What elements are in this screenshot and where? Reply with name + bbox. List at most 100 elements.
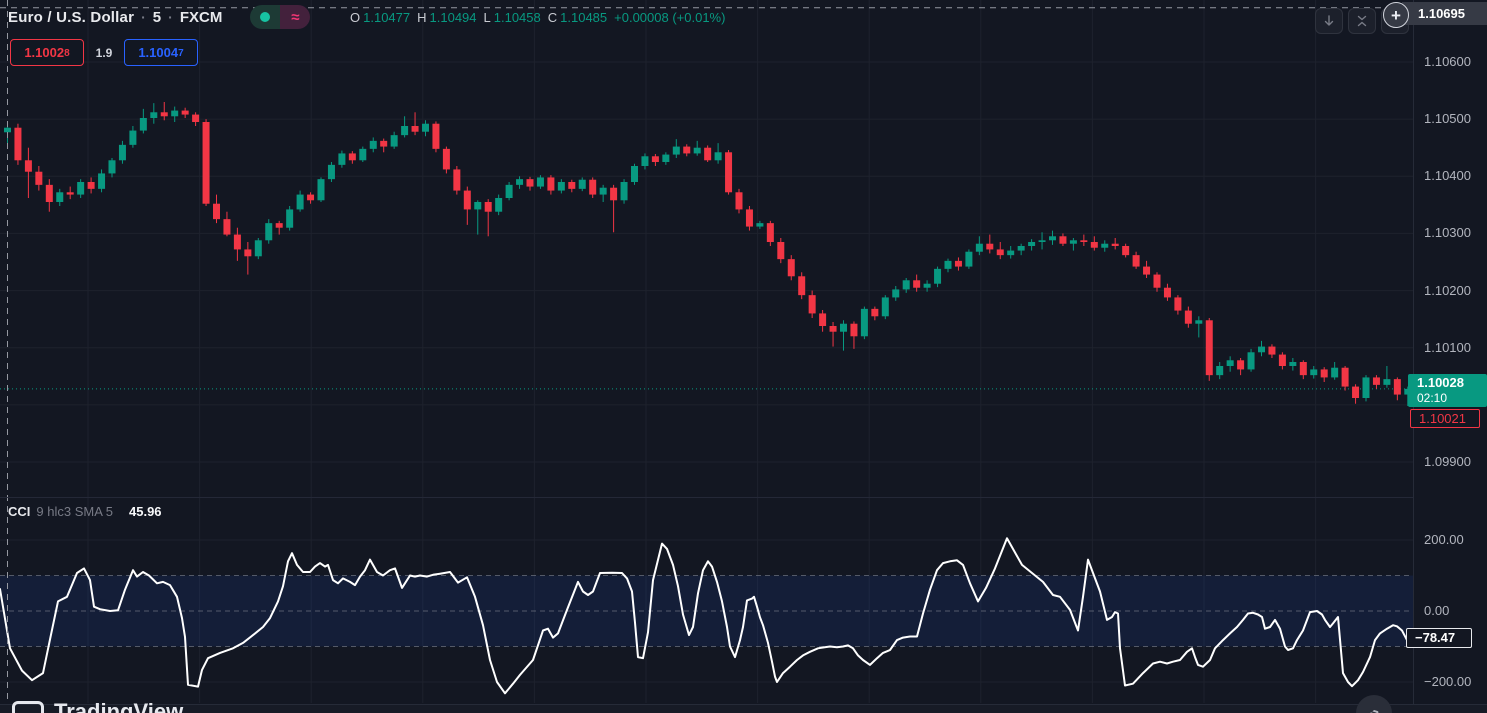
collapse-pane-button[interactable] (1348, 8, 1376, 34)
candle-body (244, 249, 252, 257)
low-label: L (483, 9, 491, 25)
candle-body (965, 251, 973, 267)
candle-body (1038, 240, 1046, 243)
candle-body (369, 140, 377, 149)
pane-separator[interactable] (0, 497, 1487, 498)
symbol-title[interactable]: Euro / U.S. Dollar (8, 8, 135, 26)
price-scale[interactable]: 1.10600 1.10500 1.10400 1.10300 1.10200 1.101… (1413, 0, 1487, 713)
candle-body (819, 313, 827, 327)
interval-label[interactable]: 5 (152, 8, 162, 26)
candle-body (1289, 362, 1297, 367)
candle-body (1205, 320, 1213, 376)
move-pane-down-button[interactable] (1315, 8, 1343, 34)
candle-body (1143, 266, 1151, 275)
candle-body (1383, 379, 1391, 385)
candle-body (860, 308, 868, 337)
candle-body (620, 182, 628, 201)
candle-body (1404, 388, 1412, 395)
candle-body (98, 173, 106, 189)
candle-body (1122, 246, 1130, 256)
candle-body (1237, 360, 1245, 370)
candle-body (213, 203, 220, 220)
candle-body (181, 110, 189, 115)
candle-body (108, 160, 116, 174)
candle-body (547, 177, 555, 191)
candle-body (1195, 320, 1203, 324)
candle-body (254, 240, 262, 257)
candle-body (296, 194, 304, 210)
change-value: +0.00008 (+0.01%) (614, 9, 726, 25)
candle-body (317, 179, 325, 201)
candle-body (840, 323, 847, 332)
candle-body (192, 114, 200, 123)
candle-body (442, 148, 450, 170)
chart-canvas[interactable] (0, 0, 1413, 703)
candle-body (505, 184, 513, 199)
candle-body (1101, 243, 1109, 248)
candle-body (1059, 236, 1067, 244)
sell-button[interactable]: 1.1002 8 (10, 39, 84, 66)
last-price-label[interactable]: 1.10028 02:10 (1408, 374, 1487, 407)
add-alert-plus-icon[interactable]: + (1383, 2, 1409, 28)
candle-body (808, 295, 816, 314)
indicator-legend[interactable]: CCI 9 hlc3 SMA 5 45.96 (8, 504, 162, 519)
candle-body (704, 147, 712, 161)
candle-body (1007, 250, 1015, 256)
candle-body (390, 135, 398, 147)
buy-button[interactable]: 1.1004 7 (124, 39, 198, 66)
candle-body (453, 169, 461, 191)
candle-body (1299, 362, 1307, 376)
candle-body (139, 118, 147, 131)
time-axis-strip[interactable] (0, 704, 1487, 713)
candle-body (913, 280, 921, 288)
candle-body (777, 242, 785, 260)
tradingview-logo-icon (12, 701, 44, 713)
candle-body (881, 297, 889, 317)
cci-tick-label: 0.00 (1424, 603, 1450, 618)
open-label: O (350, 9, 361, 25)
candle-body (380, 140, 388, 147)
market-status-pill[interactable] (250, 5, 281, 29)
data-status-pills[interactable]: ≈ (250, 5, 311, 29)
price-tick-label: 1.10100 (1424, 339, 1471, 355)
candle-body (348, 153, 356, 161)
candle-body (641, 156, 649, 167)
indicator-params: 9 hlc3 SMA 5 (36, 504, 113, 519)
candle-body (160, 112, 168, 117)
go-to-realtime-button[interactable]: » (1356, 695, 1392, 713)
candle-body (902, 280, 910, 290)
candle-body (536, 177, 544, 187)
watermark-text: TradingView (54, 699, 184, 713)
candle-body (756, 223, 764, 227)
candle-body (275, 223, 283, 228)
symbol-row: Euro / U.S. Dollar · 5 · FXCM ≈ (8, 5, 311, 29)
candle-body (568, 182, 576, 189)
candle-body (223, 219, 231, 235)
indicator-name[interactable]: CCI (8, 504, 31, 519)
candle-body (1331, 367, 1339, 378)
candle-body (1216, 366, 1224, 376)
candle-body (484, 202, 492, 212)
candle-body (557, 182, 565, 191)
bid-price-label: 1.10021 (1410, 409, 1480, 428)
candle-body (286, 209, 294, 228)
cci-tick-label: −200.00 (1424, 673, 1472, 689)
buy-price-superscript: 7 (178, 47, 184, 59)
delayed-data-icon: ≈ (291, 8, 300, 26)
sell-price-superscript: 8 (64, 47, 70, 59)
price-tick-label: 1.10600 (1424, 54, 1471, 69)
candle-body (1111, 243, 1119, 247)
candle-body (1393, 379, 1401, 395)
candle-body (1226, 360, 1234, 367)
candle-body (129, 130, 137, 145)
candle-body (1153, 274, 1161, 288)
delayed-data-pill[interactable]: ≈ (280, 5, 311, 29)
candle-body (1028, 242, 1036, 247)
candle-body (45, 184, 53, 203)
candle-body (986, 243, 994, 250)
buy-price: 1.1004 (138, 45, 179, 60)
candle-body (599, 187, 607, 195)
bar-countdown: 02:10 (1417, 391, 1448, 405)
candle-body (24, 160, 32, 172)
